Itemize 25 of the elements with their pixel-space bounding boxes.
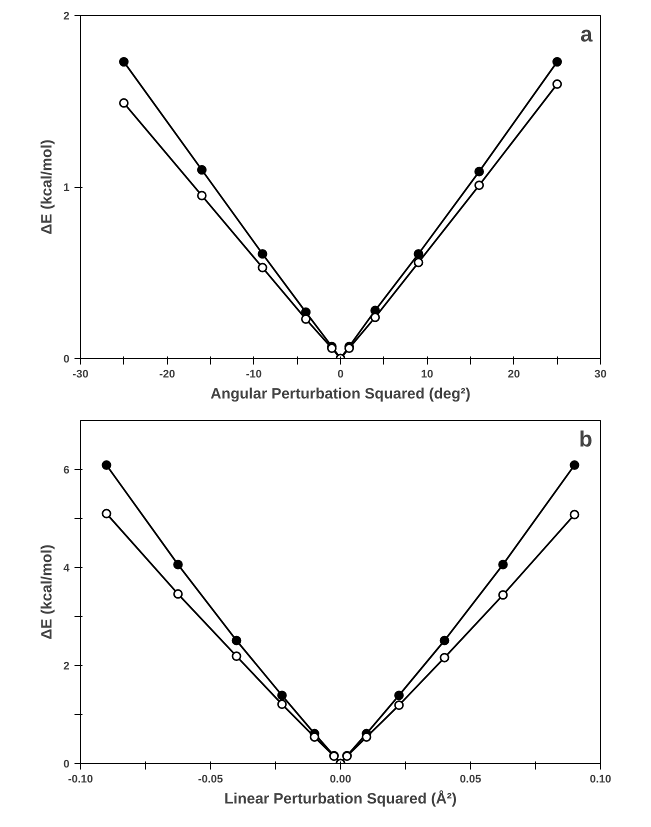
y-tick-label: 1 <box>63 182 70 194</box>
x-tick-label: 0 <box>337 368 344 380</box>
y-tick-label: 2 <box>63 10 70 22</box>
x-tick-label: -0.10 <box>68 774 94 786</box>
y-axis-title: ΔE (kcal/mol) <box>38 140 56 234</box>
y-tick-label: 4 <box>63 562 70 574</box>
x-tick-label: 20 <box>508 368 520 380</box>
annotation: a <box>580 22 594 46</box>
x-tick-label: 0.05 <box>460 774 482 786</box>
y-tick-label: 0 <box>63 354 70 366</box>
y-tick-label: 0 <box>63 758 70 770</box>
x-tick-label: 10 <box>421 368 434 380</box>
x-tick-label: -20 <box>159 368 176 380</box>
y-tick-label: 6 <box>63 464 70 476</box>
x-tick-label: 0.10 <box>590 774 612 786</box>
x-tick-label: -0.05 <box>198 774 224 786</box>
x-tick-label: -10 <box>246 368 262 380</box>
x-tick-label: 0.00 <box>330 774 352 786</box>
annotation: b <box>579 426 593 452</box>
y-tick-label: 2 <box>63 660 70 672</box>
x-axis-title: Angular Perturbation Squared (deg²) <box>210 386 471 402</box>
x-tick-label: 30 <box>594 368 607 380</box>
x-tick-label: -30 <box>72 368 88 380</box>
y-axis-title: ΔE (kcal/mol) <box>38 544 56 640</box>
x-axis-title: Linear Perturbation Squared (Å²) <box>224 790 457 808</box>
